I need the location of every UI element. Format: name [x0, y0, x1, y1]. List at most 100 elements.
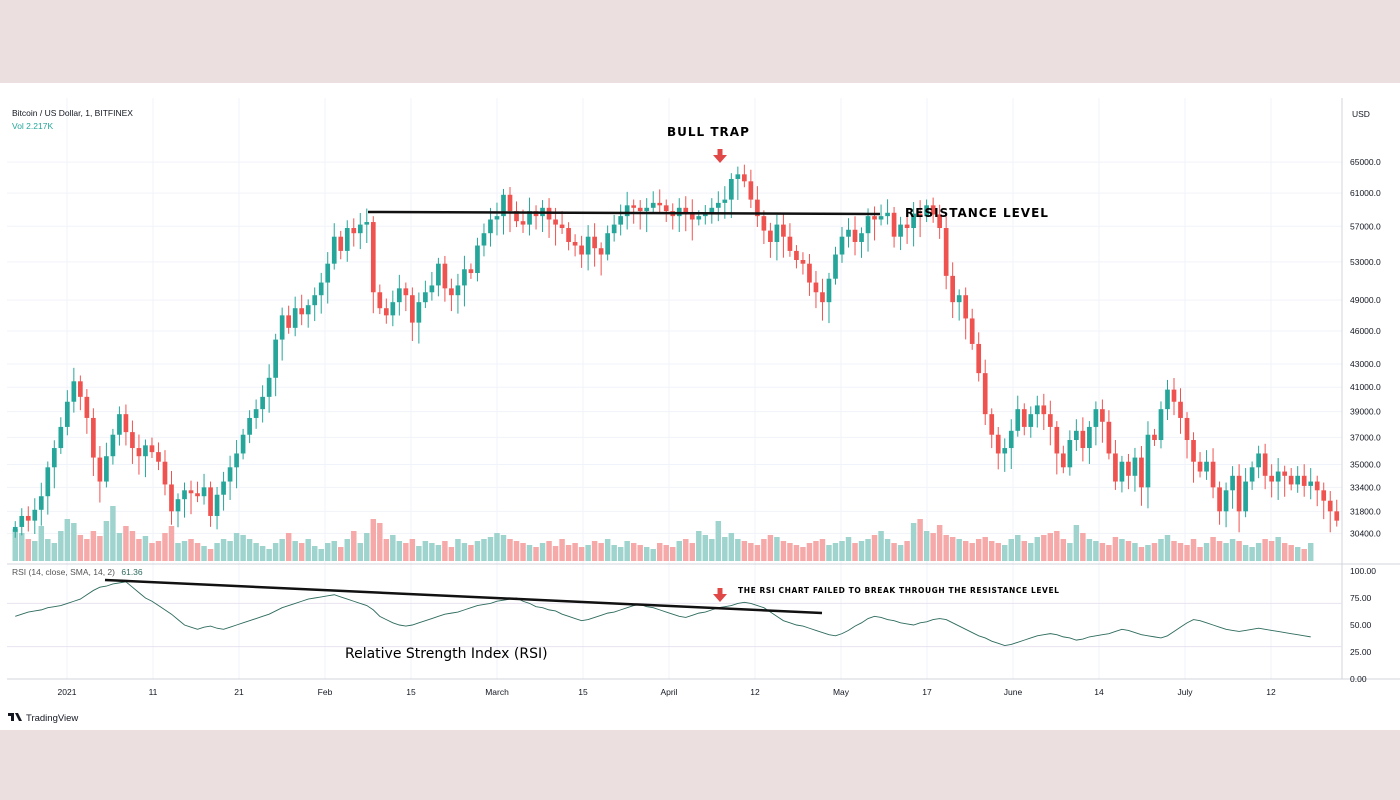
volume-bar: [233, 533, 240, 561]
candle-body: [91, 417, 96, 458]
volume-bar: [324, 543, 331, 561]
price-tick-label: 30400.0: [1350, 528, 1381, 538]
candle-body: [1288, 475, 1294, 485]
volume-bar: [1106, 545, 1112, 561]
date-tick-label: 21: [234, 687, 244, 697]
candle-body: [45, 467, 51, 497]
volume-bar: [1229, 539, 1236, 561]
volume-bar: [962, 541, 969, 561]
volume-bar: [806, 543, 813, 561]
rsi-line: [15, 581, 1311, 646]
volume-bar: [852, 543, 858, 561]
candle-body: [969, 318, 975, 344]
candle-body: [1008, 430, 1014, 449]
candle-body: [1087, 426, 1092, 449]
volume-bar: [578, 547, 585, 561]
candle-body: [611, 224, 617, 234]
volume-bar: [338, 547, 344, 561]
candle-body: [1093, 409, 1099, 427]
date-tick-label: 15: [406, 687, 416, 697]
date-tick-label: 12: [1266, 687, 1276, 697]
candle-body: [1230, 475, 1235, 491]
rsi-axis: 100.00 75.00 50.00 25.00 0.00: [1350, 566, 1376, 684]
tradingview-logo[interactable]: TradingView: [8, 713, 78, 724]
candle-body: [800, 260, 806, 264]
candle-body: [312, 295, 318, 306]
volume-bar: [1008, 539, 1014, 561]
rsi-tick-label: 100.00: [1350, 566, 1376, 576]
candle-body: [253, 409, 259, 418]
date-tick-label: May: [833, 687, 850, 697]
volume-bar: [461, 543, 468, 561]
volume-bar: [1060, 539, 1067, 561]
candle-body: [247, 417, 252, 435]
candle-body: [1145, 434, 1151, 488]
volume-bar: [910, 523, 917, 561]
volume-bar: [526, 545, 533, 561]
candle-body: [761, 216, 767, 231]
candle-body: [390, 302, 396, 316]
candle-body: [325, 263, 331, 283]
candle-body: [618, 216, 624, 225]
volume-bar: [1093, 541, 1099, 561]
candle-body: [722, 199, 728, 203]
candle-body: [1295, 475, 1301, 485]
candle-body: [1223, 490, 1229, 512]
candle-body: [768, 230, 773, 242]
candle-body: [455, 285, 461, 296]
volume-bar: [819, 539, 826, 561]
volume-bar: [422, 541, 429, 561]
resistance-line: [367, 210, 881, 216]
candle-body: [143, 445, 148, 457]
volume-bar: [793, 545, 800, 561]
candle-body: [351, 228, 357, 234]
chart-canvas[interactable]: 65000.0 61000.0 57000.0 53000.0 49000.0 46000…: [0, 83, 1400, 730]
price-tick-label: 37000.0: [1350, 432, 1381, 442]
candle-body: [559, 224, 565, 229]
candle-body: [299, 308, 305, 315]
chart-card: 65000.0 61000.0 57000.0 53000.0 49000.0 46000…: [0, 83, 1400, 730]
candle-body: [976, 343, 982, 374]
volume-bar: [149, 543, 155, 561]
candle-body: [436, 263, 441, 286]
rsi-tick-label: 75.00: [1350, 593, 1372, 603]
candle-body: [605, 233, 610, 255]
volume-bar: [487, 537, 494, 561]
volume-bar: [331, 541, 337, 561]
candle-body: [566, 228, 571, 242]
volume-bar: [1275, 537, 1281, 561]
volume-bar: [709, 539, 715, 561]
volume-bar: [292, 541, 298, 561]
candle-body: [715, 202, 721, 208]
volume-bar: [735, 539, 741, 561]
volume-bar: [585, 545, 591, 561]
candle-body: [1184, 417, 1190, 441]
price-tick-label: 53000.0: [1350, 257, 1381, 267]
candle-body: [807, 263, 812, 283]
volume-bar: [591, 541, 598, 561]
volume-bar: [1236, 541, 1242, 561]
tradingview-icon: [8, 713, 22, 721]
volume-bar: [351, 531, 357, 561]
candle-body: [1178, 401, 1183, 418]
candle-body: [338, 236, 344, 251]
candle-body: [1100, 409, 1105, 422]
candle-body: [201, 487, 207, 497]
candle-body: [553, 219, 558, 225]
volume-bar: [240, 535, 246, 561]
candle-body: [1165, 389, 1170, 410]
volume-bar: [1262, 539, 1268, 561]
volume-bar: [1301, 549, 1307, 561]
volume-bar: [435, 545, 442, 561]
volume-bar: [904, 541, 910, 561]
candle-body: [995, 434, 1001, 454]
volume-bar: [930, 533, 936, 561]
candle-body: [728, 178, 734, 200]
volume-bar: [1067, 543, 1073, 561]
candle-body: [898, 224, 903, 237]
candle-body: [104, 456, 109, 482]
candle-body: [839, 236, 845, 255]
candle-body: [442, 263, 448, 289]
candle-body: [872, 216, 877, 220]
candle-body: [696, 216, 702, 220]
